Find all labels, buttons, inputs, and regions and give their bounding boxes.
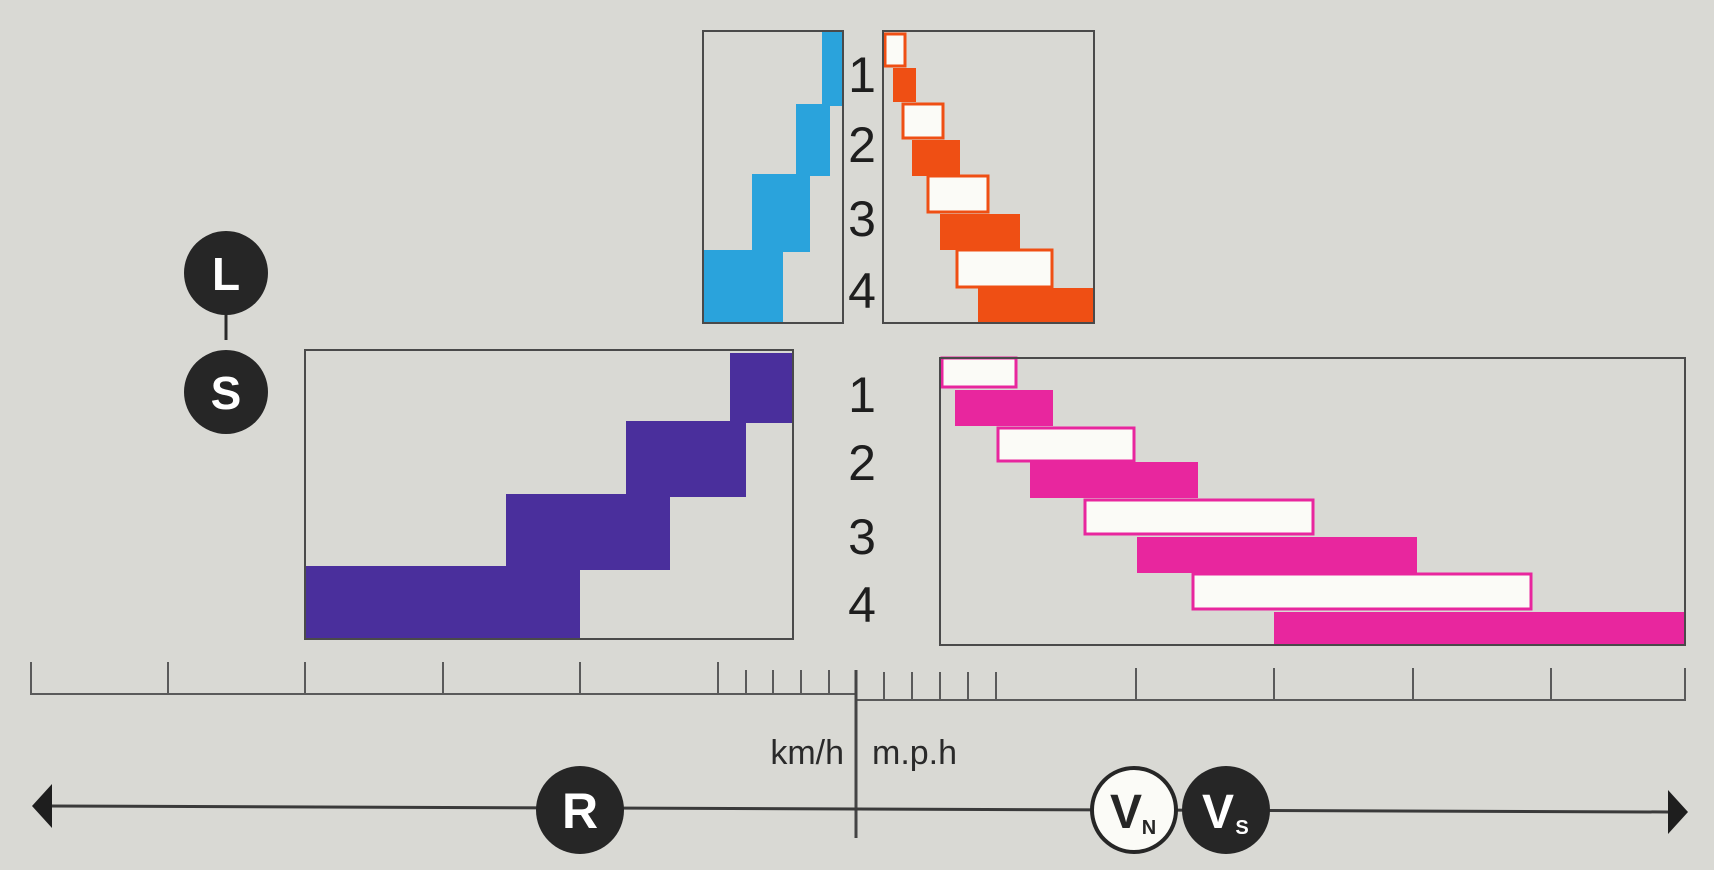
standard-range-forward-panel — [939, 356, 1686, 646]
standard-range-reverse-panel — [304, 349, 794, 640]
low-reverse-frame — [702, 30, 844, 324]
direction-axis-line — [47, 804, 1669, 814]
std-forward-frame — [939, 357, 1686, 646]
v-s-badge: V S — [1182, 766, 1270, 854]
std-reverse-gear-2-bar — [626, 421, 746, 497]
low-reverse-gear-4-bar — [703, 250, 783, 323]
low-forward-gear-4-band-b — [978, 288, 1094, 323]
std-reverse-gear-4-bar — [305, 566, 580, 639]
std-forward-gear-1-band-b — [955, 390, 1053, 426]
gear-label-std-2: 2 — [848, 435, 876, 491]
gear-label-std-3: 3 — [848, 509, 876, 565]
low-reverse-gear-3-bar — [752, 174, 810, 252]
low-forward-gear-1-band-b — [893, 68, 916, 102]
reverse-badge-circle — [536, 766, 624, 854]
std-forward-gear-3-band-a — [1083, 498, 1315, 536]
standard-range-badge-label: S — [211, 367, 242, 419]
low-forward-gear-1-band-a — [883, 32, 907, 68]
gear-label-low-2: 2 — [848, 117, 876, 173]
low-forward-gear-2-band-a — [901, 102, 945, 140]
std-forward-gear-4-band-a — [1191, 572, 1533, 611]
gear-label-low-1: 1 — [848, 47, 876, 103]
low-forward-gear-3-band-a — [926, 174, 990, 214]
low-range-forward-panel — [882, 30, 1095, 324]
std-reverse-gear-3-bar — [506, 494, 670, 570]
arrow-right-icon — [1668, 790, 1688, 834]
v-n-badge-main: V — [1110, 786, 1142, 839]
low-forward-gear-2-band-b — [912, 140, 960, 176]
std-reverse-frame — [304, 349, 794, 640]
v-s-badge-sub: S — [1235, 817, 1248, 839]
gear-label-low-3: 3 — [848, 191, 876, 247]
std-forward-gear-3-band-b — [1137, 537, 1417, 573]
direction-axis — [32, 784, 1688, 834]
range-selector: L S — [184, 231, 268, 434]
std-forward-gear-2-band-b — [1030, 462, 1198, 498]
v-n-badge-sub: N — [1142, 817, 1156, 839]
low-reverse-gear-1-bar — [822, 32, 842, 106]
low-range-badge-label: L — [212, 248, 240, 300]
std-reverse-gear-1-bar — [730, 353, 793, 423]
low-reverse-gear-2-bar — [796, 104, 830, 176]
low-forward-gear-3-band-b — [940, 214, 1020, 250]
low-forward-frame — [882, 30, 1095, 324]
gear-label-low-4: 4 — [848, 263, 876, 319]
low-forward-gear-4-band-a — [955, 248, 1054, 289]
v-s-badge-circle — [1182, 766, 1270, 854]
v-n-badge-circle — [1090, 766, 1178, 854]
low-range-badge — [184, 231, 268, 315]
reverse-badge-label: R — [562, 783, 598, 839]
std-forward-gear-1-band-a — [940, 356, 1018, 389]
gear-labels-standard: 1 2 3 4 — [848, 367, 876, 633]
v-s-badge-main: V — [1202, 786, 1234, 839]
gear-label-std-1: 1 — [848, 367, 876, 423]
std-forward-gear-4-band-b — [1274, 612, 1685, 645]
reverse-badge: R — [536, 766, 624, 854]
low-range-reverse-panel — [702, 30, 844, 324]
v-n-badge: V N — [1090, 766, 1178, 854]
arrow-left-icon — [32, 784, 52, 828]
gear-label-std-4: 4 — [848, 577, 876, 633]
standard-range-badge — [184, 350, 268, 434]
unit-label-right: m.p.h — [872, 734, 957, 772]
unit-label-left: km/h — [770, 734, 844, 772]
std-forward-gear-2-band-a — [996, 426, 1136, 463]
gear-labels-low: 1 2 3 4 — [848, 47, 876, 319]
